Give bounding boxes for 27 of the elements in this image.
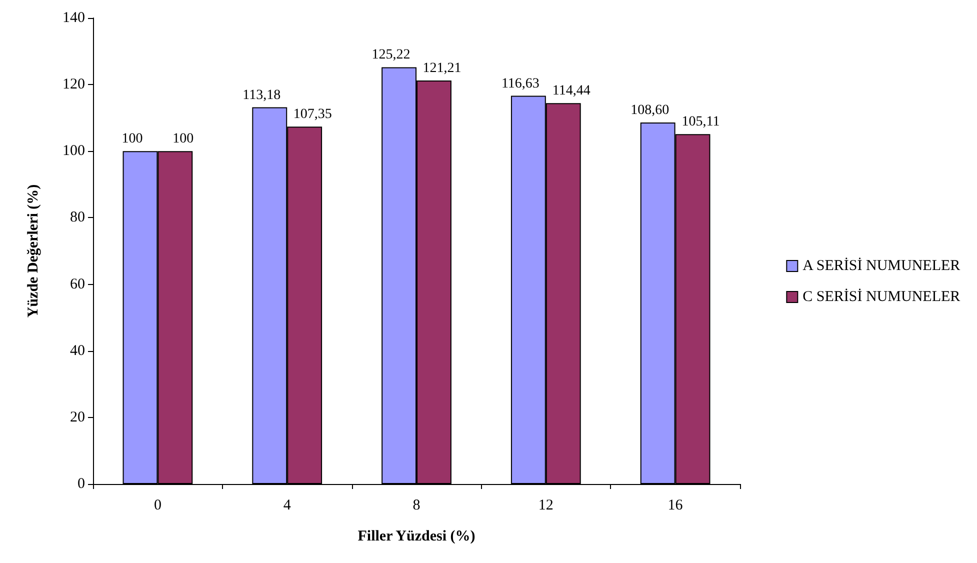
data-label: 125,22: [372, 48, 410, 63]
x-tick-label: 4: [283, 498, 292, 514]
y-tick-label: 100: [62, 143, 85, 160]
data-label: 100: [172, 132, 194, 147]
legend-label: A SERİSİ NUMUNELER: [802, 257, 960, 274]
y-tick-label: 120: [62, 76, 85, 93]
data-label: 121,21: [422, 61, 462, 76]
y-tick-label: 20: [70, 409, 85, 426]
x-tick-label: 8: [412, 498, 420, 514]
data-label: 116,63: [501, 76, 540, 92]
y-axis-title: Yüzde Değerleri (%): [26, 184, 42, 318]
y-tick-label: 0: [78, 476, 85, 492]
legend-label: C SERİSİ NUMUNELER: [802, 288, 960, 305]
data-label: 113,18: [242, 88, 281, 103]
y-tick-label: 40: [70, 342, 85, 359]
data-label: 100: [122, 132, 143, 147]
x-tick-label: 12: [538, 498, 554, 514]
x-axis-title: Filler Yüzdesi (%): [358, 528, 476, 544]
x-tick-label: 16: [668, 498, 684, 514]
y-tick-label: 140: [62, 10, 85, 26]
x-tick-label: 0: [154, 498, 162, 514]
y-tick-label: 80: [70, 210, 85, 226]
data-label: 114,44: [552, 84, 590, 99]
data-label: 108,60: [630, 103, 670, 118]
data-label: 105,11: [682, 114, 720, 130]
data-label: 107,35: [293, 107, 332, 122]
y-tick-label: 60: [70, 276, 85, 292]
